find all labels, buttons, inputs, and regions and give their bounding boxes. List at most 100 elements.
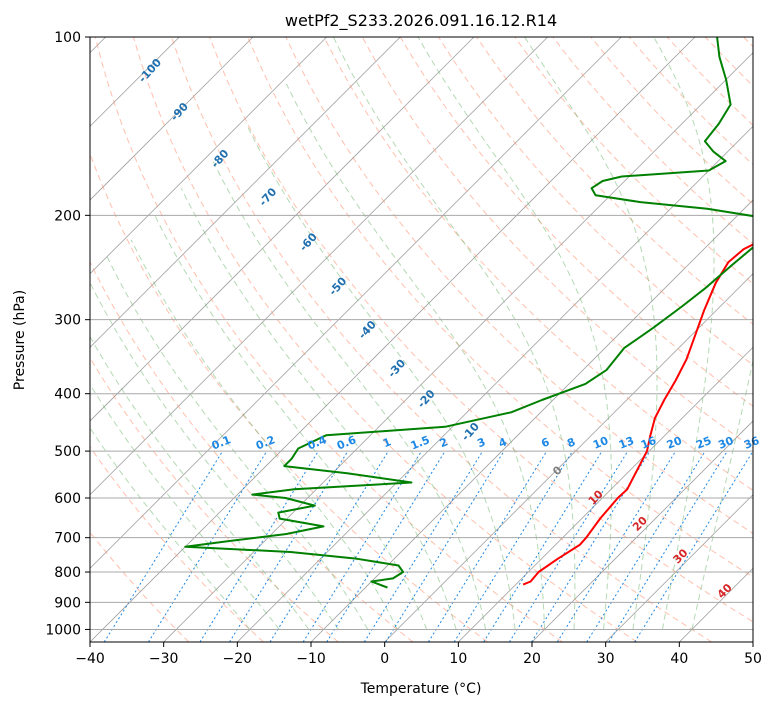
mixing-ratio-line (326, 450, 446, 642)
dry-adiabat-line (94, 37, 563, 642)
moist-adiabat-line (90, 427, 251, 630)
mixing-ratio-label: 1 (381, 435, 393, 450)
moist-adiabat-line (245, 123, 516, 630)
mixing-ratio-line (199, 450, 319, 642)
dry-adiabat-line (90, 531, 190, 642)
x-axis-ticks: −40 −30 −20 −10 0 10 20 30 40 50 (75, 642, 762, 667)
moist-adiabat-line (90, 383, 280, 630)
y-tick-label: 800 (54, 565, 81, 581)
mixing-ratio-line (269, 450, 389, 642)
plot-frame (89, 36, 754, 643)
theta-label: -20 (415, 387, 438, 411)
isotherm-line (90, 37, 622, 569)
isotherm-line (90, 37, 401, 348)
mixing-ratio-label: 0.2 (254, 433, 277, 452)
moist-adiabat-line (332, 37, 576, 630)
mixing-ratio-line (453, 450, 573, 642)
theta-label: -30 (385, 357, 408, 381)
y-tick-label: 700 (54, 531, 81, 547)
moist-adiabat-label: 20 (630, 514, 650, 534)
mixing-ratio-line (148, 450, 268, 642)
isotherm-line (90, 37, 327, 275)
moist-adiabat-line (524, 37, 658, 630)
y-tick-label: 1000 (45, 622, 81, 638)
background-lines (90, 37, 753, 642)
dry-adiabat-line (90, 356, 339, 642)
theta-label: -70 (256, 185, 279, 209)
x-tick-label: 0 (380, 651, 389, 667)
x-tick-label: −30 (149, 651, 179, 667)
x-tick-label: 10 (449, 651, 467, 667)
x-tick-label: −40 (75, 651, 105, 667)
theta-label: -80 (209, 147, 232, 171)
mixing-ratio-label: 1.5 (409, 433, 432, 452)
isotherm-line (752, 641, 753, 642)
mixing-ratio-label: 20 (665, 434, 684, 452)
mixing-ratio-line (363, 450, 484, 642)
x-tick-label: 30 (597, 651, 615, 667)
mixing-ratio-label: 3 (475, 435, 487, 450)
y-tick-label: 200 (54, 208, 81, 224)
mixing-ratio-line (634, 450, 753, 642)
theta-label: -60 (297, 230, 320, 254)
pressure-gridlines (90, 37, 753, 630)
dry-adiabat-line (514, 37, 753, 285)
mixing-ratio-line (302, 450, 422, 642)
dry-adiabat-line (209, 37, 753, 623)
isotherm-line (90, 37, 254, 201)
mixing-ratio-label: 10 (591, 434, 610, 452)
x-tick-label: −10 (296, 651, 326, 667)
moist-adiabat-line (106, 256, 369, 630)
isotherm-line (90, 37, 548, 496)
mixing-ratio-label: 30 (716, 434, 735, 452)
isotherm-line (384, 273, 753, 642)
dry-adiabat-line (323, 37, 753, 491)
mixing-ratio-label: 4 (497, 435, 509, 450)
moist-adiabat-line (285, 83, 546, 630)
mixing-ratio-label: 0.6 (335, 433, 358, 452)
dry-adiabat-line (132, 37, 638, 642)
moist-adiabat-label: 30 (671, 546, 691, 566)
moist-adiabat-label: 40 (715, 581, 735, 601)
dry-adiabat-line (437, 37, 753, 366)
dry-adiabat-line (552, 37, 753, 245)
dry-adiabat-line (171, 37, 712, 642)
mixing-ratio-label: 25 (694, 434, 713, 452)
mixing-ratio-label: 6 (539, 435, 551, 450)
isotherm-line (458, 346, 753, 642)
y-tick-label: 400 (54, 387, 81, 403)
profiles (184, 37, 753, 589)
moist-adiabat-line (180, 187, 457, 630)
mixing-ratio-line (229, 450, 349, 642)
mixing-ratio-label: 2 (438, 435, 450, 450)
mixing-ratio-label: 13 (617, 434, 636, 452)
isotherm-line (605, 494, 753, 642)
moist-adiabat-line (417, 37, 612, 630)
dry-adiabat-line (285, 37, 753, 535)
mixing-ratio-line (586, 450, 706, 642)
x-tick-label: 40 (670, 651, 688, 667)
profile-line (184, 37, 753, 589)
y-axis-ticks: 100 200 300 400 500 600 700 800 900 1000 (45, 30, 90, 638)
mixing-ratio-line (427, 450, 548, 642)
x-tick-label: −20 (223, 651, 253, 667)
y-tick-label: 300 (54, 313, 81, 329)
x-tick-label: 50 (744, 651, 762, 667)
isotherm-line (90, 37, 475, 422)
chart-title: wetPf2_S233.2026.091.16.12.R14 (285, 11, 557, 31)
x-axis-label: Temperature (°C) (360, 681, 482, 697)
isotherm-line (163, 52, 753, 642)
theta-label: -40 (356, 318, 379, 342)
dry-adiabat-line (476, 37, 753, 325)
x-tick-label: 20 (523, 651, 541, 667)
moist-adiabat-line (130, 239, 398, 630)
mixing-ratio-line (103, 450, 224, 642)
y-tick-label: 500 (54, 444, 81, 460)
dry-adiabat-line (743, 37, 753, 48)
moist-adiabat-line (653, 37, 715, 630)
mixing-ratio-line (556, 450, 677, 642)
mixing-ratio-label: 36 (742, 434, 761, 452)
y-tick-label: 100 (54, 30, 81, 46)
mixing-ratio-line (531, 450, 651, 642)
